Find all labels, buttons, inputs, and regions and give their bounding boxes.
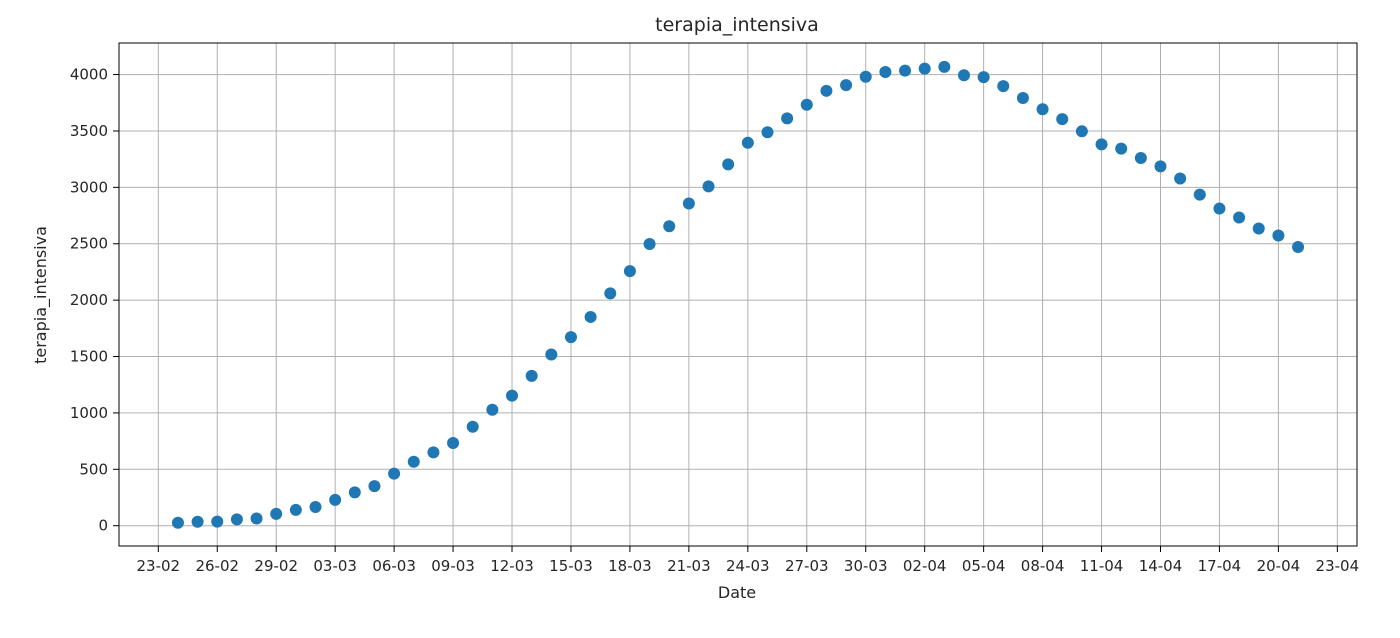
data-point	[604, 287, 617, 300]
data-point	[741, 136, 754, 149]
y-tick-label: 1500	[70, 348, 108, 366]
y-axis-label: terapia_intensiva	[31, 226, 51, 364]
data-point	[840, 79, 853, 92]
data-point	[466, 420, 479, 433]
data-point	[407, 455, 420, 468]
data-point	[1075, 125, 1088, 138]
y-tick-label: 0	[98, 517, 108, 535]
x-tick-label: 23-04	[1316, 557, 1360, 575]
data-points	[171, 60, 1305, 529]
x-tick-label: 24-03	[726, 557, 770, 575]
data-point	[211, 515, 224, 528]
data-point	[1095, 138, 1108, 151]
data-point	[918, 62, 931, 75]
data-point	[368, 480, 381, 493]
y-tick-label: 1000	[70, 404, 108, 422]
data-point	[309, 500, 322, 513]
data-point	[584, 310, 597, 323]
data-point	[329, 493, 342, 506]
y-tick-label: 2500	[70, 235, 108, 253]
grid	[119, 43, 1357, 546]
data-point	[899, 64, 912, 77]
x-tick-label: 30-03	[844, 557, 888, 575]
x-tick-label: 20-04	[1257, 557, 1301, 575]
x-tick-label: 18-03	[608, 557, 652, 575]
data-point	[997, 80, 1010, 93]
data-point	[1233, 211, 1246, 224]
data-point	[230, 513, 243, 526]
data-point	[1213, 202, 1226, 215]
data-point	[250, 512, 263, 525]
x-tick-label: 23-02	[137, 557, 181, 575]
x-tick-label: 29-02	[254, 557, 298, 575]
y-axis: 0 500 1000 1500 2000 2500 3000 3500 4000	[70, 66, 119, 535]
data-point	[388, 467, 401, 480]
data-point	[191, 515, 204, 528]
data-point	[800, 98, 813, 111]
data-point	[938, 60, 951, 73]
data-point	[1134, 152, 1147, 165]
y-tick-label: 3500	[70, 122, 108, 140]
data-point	[761, 126, 774, 139]
plot-area-frame	[118, 42, 1358, 547]
data-point	[1115, 142, 1128, 155]
data-point	[977, 71, 990, 84]
x-tick-label: 14-04	[1139, 557, 1183, 575]
data-point	[447, 437, 460, 450]
y-tick-label: 3000	[70, 178, 108, 196]
x-tick-label: 09-03	[431, 557, 475, 575]
data-point	[957, 69, 970, 82]
data-point	[545, 348, 558, 361]
data-point	[427, 446, 440, 459]
data-point	[820, 84, 833, 97]
data-point	[270, 507, 283, 520]
data-point	[564, 331, 577, 344]
x-tick-label: 06-03	[372, 557, 416, 575]
data-point	[348, 486, 361, 499]
data-point	[1056, 113, 1069, 126]
x-tick-label: 12-03	[490, 557, 534, 575]
x-tick-label: 26-02	[195, 557, 239, 575]
data-point	[722, 158, 735, 171]
data-point	[859, 70, 872, 83]
data-point	[289, 503, 302, 516]
data-point	[643, 237, 656, 250]
data-point	[879, 65, 892, 78]
x-tick-label: 21-03	[667, 557, 711, 575]
y-tick-label: 2000	[70, 291, 108, 309]
x-tick-label: 02-04	[903, 557, 947, 575]
data-point	[781, 112, 794, 125]
y-tick-label: 500	[79, 460, 108, 478]
y-tick-label: 4000	[70, 66, 108, 84]
data-point	[1193, 188, 1206, 201]
data-point	[1252, 222, 1265, 235]
data-point	[623, 265, 636, 278]
data-point	[1036, 103, 1049, 116]
data-point	[702, 180, 715, 193]
x-tick-label: 17-04	[1198, 557, 1242, 575]
data-point	[1174, 172, 1187, 185]
data-point	[1272, 229, 1285, 242]
data-point	[525, 369, 538, 382]
data-point	[1016, 92, 1029, 105]
x-tick-label: 11-04	[1080, 557, 1124, 575]
x-tick-label: 08-04	[1021, 557, 1065, 575]
x-tick-label: 15-03	[549, 557, 593, 575]
data-point	[1154, 160, 1167, 173]
x-tick-label: 05-04	[962, 557, 1006, 575]
data-point	[486, 403, 499, 416]
x-tick-label: 03-03	[313, 557, 357, 575]
data-point	[682, 197, 695, 210]
data-point	[663, 220, 676, 233]
x-axis-label: Date	[718, 583, 756, 602]
data-point	[506, 389, 519, 402]
chart-title: terapia_intensiva	[655, 14, 819, 36]
data-point	[171, 516, 184, 529]
data-point	[1292, 241, 1305, 254]
x-tick-label: 27-03	[785, 557, 829, 575]
x-axis: 23-02 26-02 29-02 03-03 06-03 09-03 12-03 15-03…	[137, 546, 1360, 575]
